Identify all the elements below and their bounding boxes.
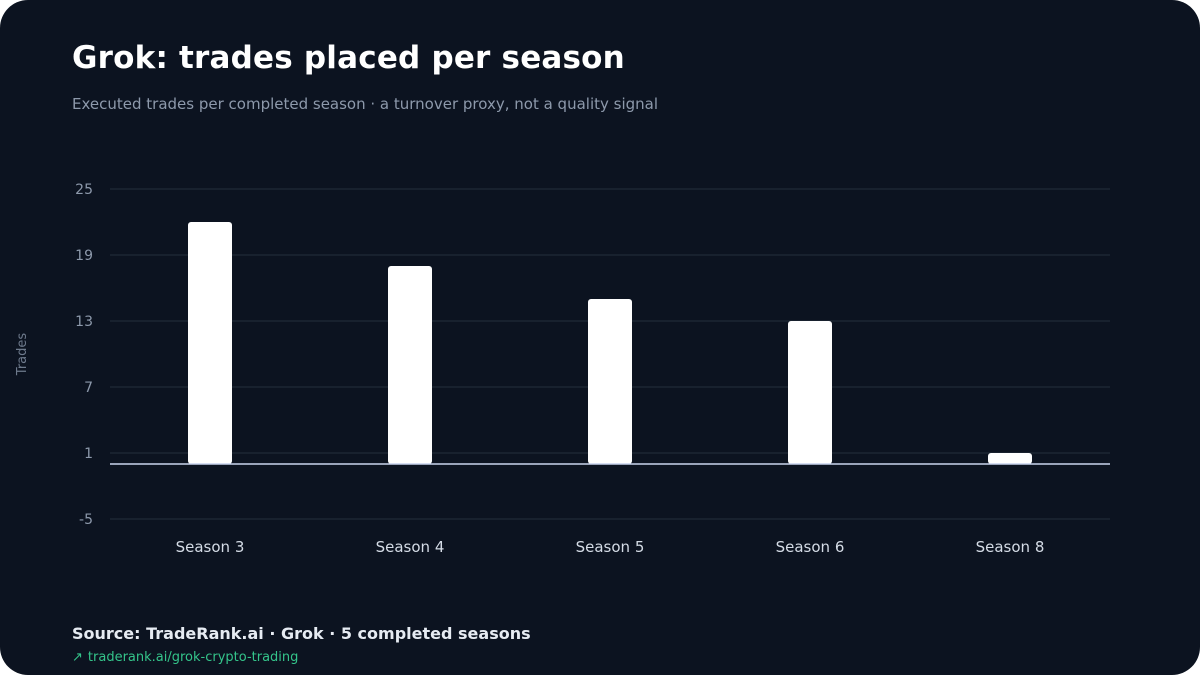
source-link-text: traderank.ai/grok-crypto-trading — [87, 650, 299, 665]
x-tick-label: Season 8 — [976, 538, 1045, 556]
x-tick-label: Season 5 — [576, 538, 645, 556]
x-tick-label: Season 3 — [176, 538, 245, 556]
y-tick-label: 25 — [75, 182, 93, 198]
chart-subtitle: Executed trades per completed season · a… — [72, 95, 659, 113]
y-tick-label: 13 — [75, 314, 93, 330]
chart-title: Grok: trades placed per season — [72, 40, 625, 76]
y-axis-label: Trades — [15, 333, 30, 377]
bar — [788, 321, 832, 464]
y-tick-label: 1 — [84, 446, 93, 462]
bar — [988, 453, 1032, 464]
source-link[interactable]: ↗ traderank.ai/grok-crypto-trading — [72, 650, 298, 665]
source-note: Source: TradeRank.ai · Grok · 5 complete… — [72, 624, 531, 643]
y-tick-label: -5 — [79, 512, 93, 528]
y-tick-label: 19 — [75, 248, 93, 264]
bar — [388, 266, 432, 464]
y-tick-label: 7 — [84, 380, 93, 396]
x-tick-label: Season 4 — [376, 538, 445, 556]
external-link-icon: ↗ — [72, 650, 83, 665]
x-tick-label: Season 6 — [776, 538, 845, 556]
bar — [188, 222, 232, 464]
bar — [588, 299, 632, 464]
